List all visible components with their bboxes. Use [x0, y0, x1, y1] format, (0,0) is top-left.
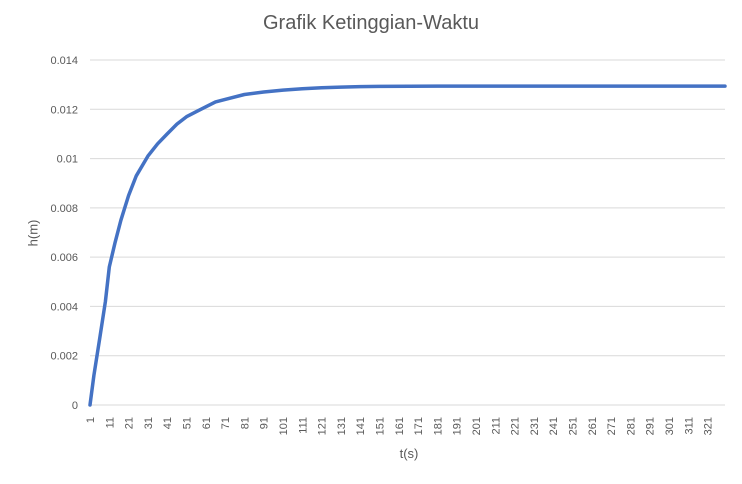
x-tick-label: 161 [394, 417, 406, 435]
y-tick-label: 0.014 [50, 55, 78, 67]
x-tick-label: 271 [606, 417, 618, 435]
x-tick-label: 321 [703, 417, 715, 435]
gridlines [90, 59, 725, 406]
x-tick-label: 151 [375, 417, 387, 435]
x-tick-label: 241 [548, 417, 560, 435]
y-tick-label: 0.008 [50, 203, 78, 215]
x-tick-label: 281 [625, 417, 637, 435]
x-tick-label: 251 [568, 417, 580, 435]
x-tick-label: 301 [664, 417, 676, 435]
chart-title: Grafik Ketinggian-Waktu [262, 12, 479, 34]
x-tick-label: 91 [259, 417, 271, 429]
x-tick-label: 1 [85, 417, 97, 423]
series-group [88, 84, 727, 407]
x-tick-label: 51 [182, 417, 194, 429]
x-axis-label: t(s) [399, 446, 419, 461]
x-tick-label: 191 [452, 417, 464, 435]
y-tick-label: 0.004 [50, 301, 78, 313]
x-tick-label: 211 [490, 417, 502, 435]
x-tick-label: 121 [317, 417, 329, 435]
x-tick-label: 141 [355, 417, 367, 435]
x-tick-label: 31 [143, 417, 155, 429]
x-axis-ticks: 1 11 21 31 41 51 61 71 81 91 101 111 121 131 141 151 161… [85, 417, 715, 435]
x-tick-label: 11 [104, 417, 116, 428]
x-tick-label: 41 [162, 417, 174, 429]
x-tick-label: 221 [510, 417, 522, 435]
y-tick-label: 0 [72, 400, 78, 412]
x-tick-label: 291 [645, 417, 657, 435]
y-tick-label: 0.002 [50, 351, 78, 363]
x-tick-label: 81 [239, 417, 251, 429]
x-tick-label: 311 [683, 417, 695, 435]
x-tick-label: 181 [432, 417, 444, 435]
y-axis-label: h(m) [25, 219, 41, 247]
x-tick-label: 171 [413, 417, 425, 435]
y-tick-label: 0.01 [57, 154, 78, 166]
y-axis-ticks: 0 0.002 0.004 0.006 0.008 0.01 0.012 0.014 [50, 55, 78, 412]
x-tick-label: 231 [529, 417, 541, 435]
x-tick-label: 61 [201, 417, 213, 429]
x-tick-label: 201 [471, 417, 483, 435]
x-tick-label: 131 [336, 417, 348, 435]
y-tick-label: 0.006 [50, 252, 78, 264]
x-tick-label: 21 [124, 417, 136, 429]
x-tick-label: 261 [587, 417, 599, 435]
series-line-0 [88, 84, 727, 407]
y-tick-label: 0.012 [50, 104, 78, 116]
x-tick-label: 71 [220, 417, 232, 429]
x-tick-label: 111 [297, 417, 309, 434]
x-tick-label: 101 [278, 417, 290, 435]
